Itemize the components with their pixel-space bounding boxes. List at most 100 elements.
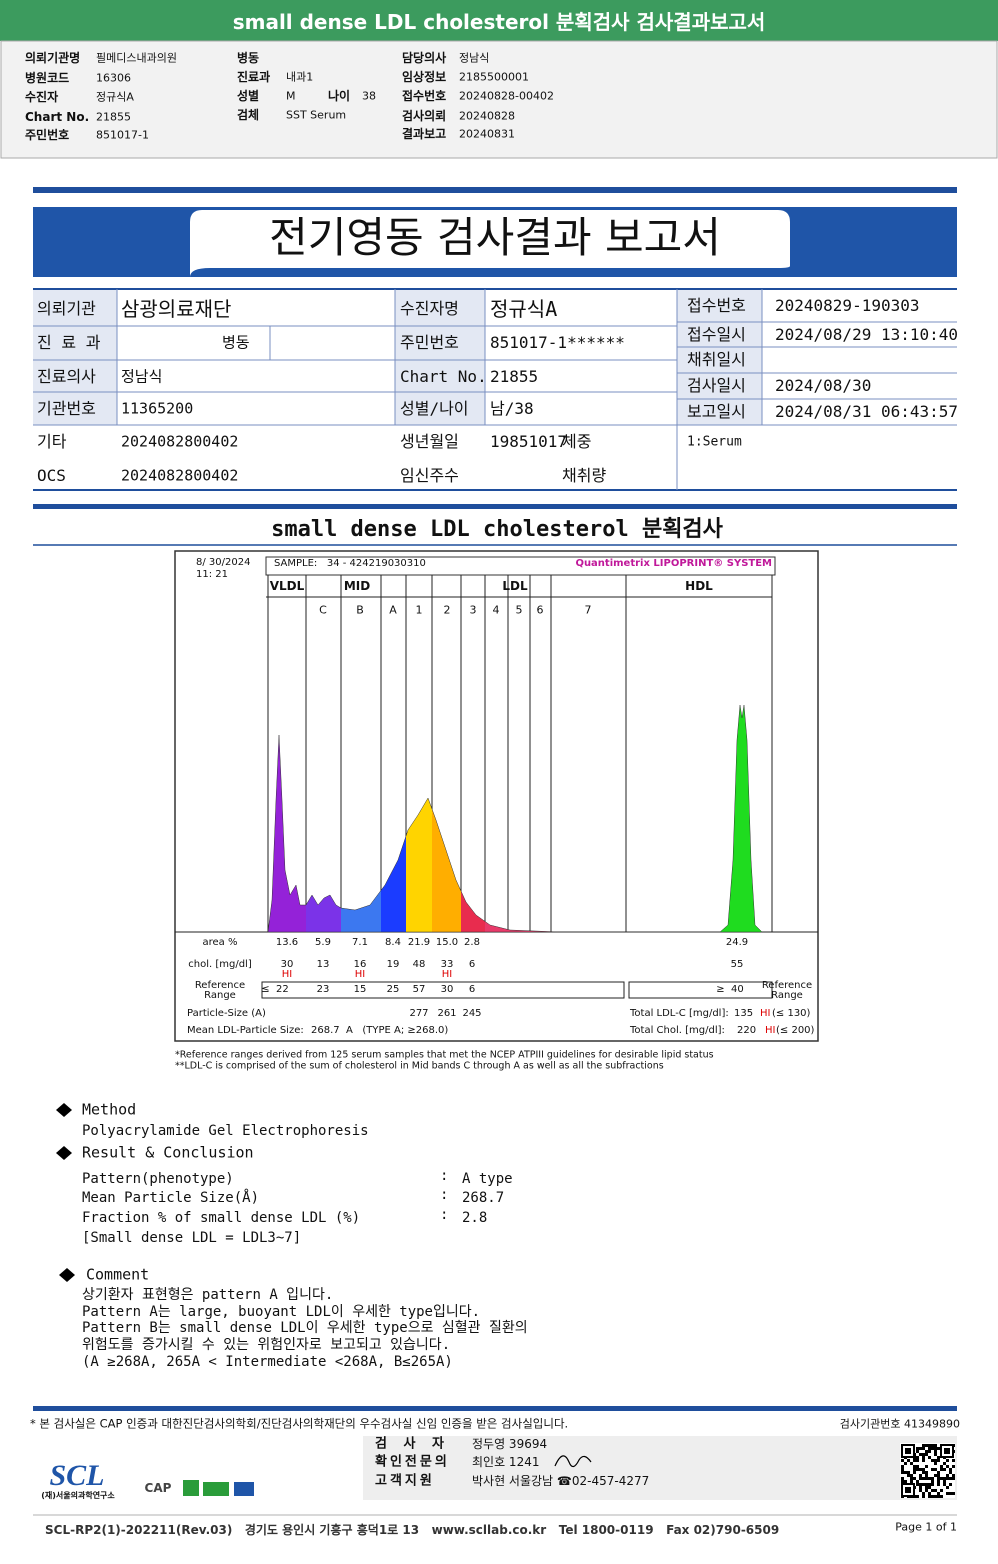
info-label: 접수일시 [687,324,746,344]
info-label: 보고일시 [687,402,746,421]
qr-cell [925,1477,928,1480]
qr-cell [901,1468,904,1471]
qr-cell [943,1462,946,1465]
qr-cell [943,1468,946,1471]
comment-line: Pattern B는 small dense LDL이 우세한 type으로 심… [82,1320,528,1336]
row-label: Particle-Size (A) [187,1008,266,1019]
institution-no: 검사기관번호 41349890 [839,1417,960,1431]
reference-value: ≤ 22 [261,984,289,995]
chol-value: 6 [468,959,476,970]
qr-cell [925,1465,928,1468]
qr-cell [931,1444,934,1447]
band-label: C [319,603,327,617]
label-cell [395,392,485,425]
qr-cell [916,1495,919,1498]
section-title: small dense LDL cholesterol 분획검사 [271,517,723,542]
area-value: 15.0 [435,937,459,948]
row-label: chol. [mg/dl] [188,959,252,970]
area-value: 7.1 [352,937,368,948]
qr-cell [922,1459,925,1462]
qr-cell [901,1477,904,1480]
group-label: HDL [685,579,713,593]
qr-cell [937,1492,940,1495]
section-rule [33,504,957,509]
field-value: 정남식 [459,51,490,65]
logo: SCL [49,1459,105,1492]
qr-cell [928,1495,931,1498]
field-label: 병원코드 [25,71,70,85]
label-cell [33,289,117,326]
info-value: 병동 [222,333,250,352]
qr-cell [940,1489,943,1492]
qr-cell [922,1492,925,1495]
header-box [0,40,998,159]
reference-value: 30 [440,984,454,995]
qr-cell [934,1447,937,1450]
qr-cell [949,1471,952,1474]
field-label: 검체 [237,108,260,122]
sample: SAMPLE: 34 - 424219030310 [274,558,426,569]
info-label: 임신주수 [400,466,459,485]
method-text: Polyacrylamide Gel Electrophoresis [82,1123,369,1139]
bullet [56,1103,72,1117]
field-value: 필메디스내과의원 [96,51,177,65]
qr-cell [925,1444,928,1447]
field-value: 2185500001 [459,70,529,84]
qr-cell [937,1447,940,1450]
qr-cell [928,1444,931,1447]
label-cell [677,373,762,399]
field-value: 내과1 [286,70,314,84]
qr-cell [934,1474,937,1477]
qr-cell [901,1465,904,1468]
field-value: 20240828 [459,109,515,123]
comment-line: 상기환자 표현형은 pattern A 입니다. [82,1287,334,1303]
footer-rule [33,1406,957,1411]
info-value: 체중 [562,432,592,451]
qr-cell [952,1477,955,1480]
qr-cell [952,1474,955,1477]
qr-cell [913,1477,916,1480]
field-label: 주민번호 [25,128,70,142]
chol-value: 13 [316,959,330,970]
qr-cell [937,1483,940,1486]
qr-cell [904,1471,907,1474]
qr-cell [922,1495,925,1498]
qr-cell [910,1480,913,1483]
curve-fill [381,836,406,932]
band-label: 5 [515,603,523,617]
qr-cell [931,1459,934,1462]
system-name: Quantimetrix LIPOPRINT® SYSTEM [575,558,772,569]
info-value: 19851017 [490,432,568,451]
info-label: 진료의사 [37,367,96,386]
qr-cell [931,1489,934,1492]
flag: HI [765,1025,776,1036]
qr-cell [922,1456,925,1459]
qr-cell [922,1453,925,1456]
group-label: VLDL [269,579,305,593]
qr-cell [931,1477,934,1480]
staff-value: 최인호 1241 [472,1455,540,1469]
info-value: 정남식 [121,367,163,386]
qr-cell [937,1477,940,1480]
qr-cell [946,1459,949,1462]
qr-cell [934,1489,937,1492]
qr-cell [931,1447,934,1450]
qr-cell [937,1456,940,1459]
row-label: Total Chol. [mg/dl]: [630,1025,725,1036]
info-value: 851017-1****** [490,333,625,352]
field-label: 성별 [237,89,260,103]
qr-cell [952,1492,955,1495]
qr-cell [937,1459,940,1462]
staff-label: 확인전문의 [375,1454,450,1470]
field-label: 나이 [328,89,351,103]
qr-cell [922,1477,925,1480]
label-cell [33,326,117,360]
chol-value: 48 [412,959,426,970]
curve-outline [267,704,763,933]
qr-cell [913,1465,916,1468]
label-cell [33,392,117,425]
area-value: 13.6 [275,937,299,948]
qr-cell [925,1450,928,1453]
